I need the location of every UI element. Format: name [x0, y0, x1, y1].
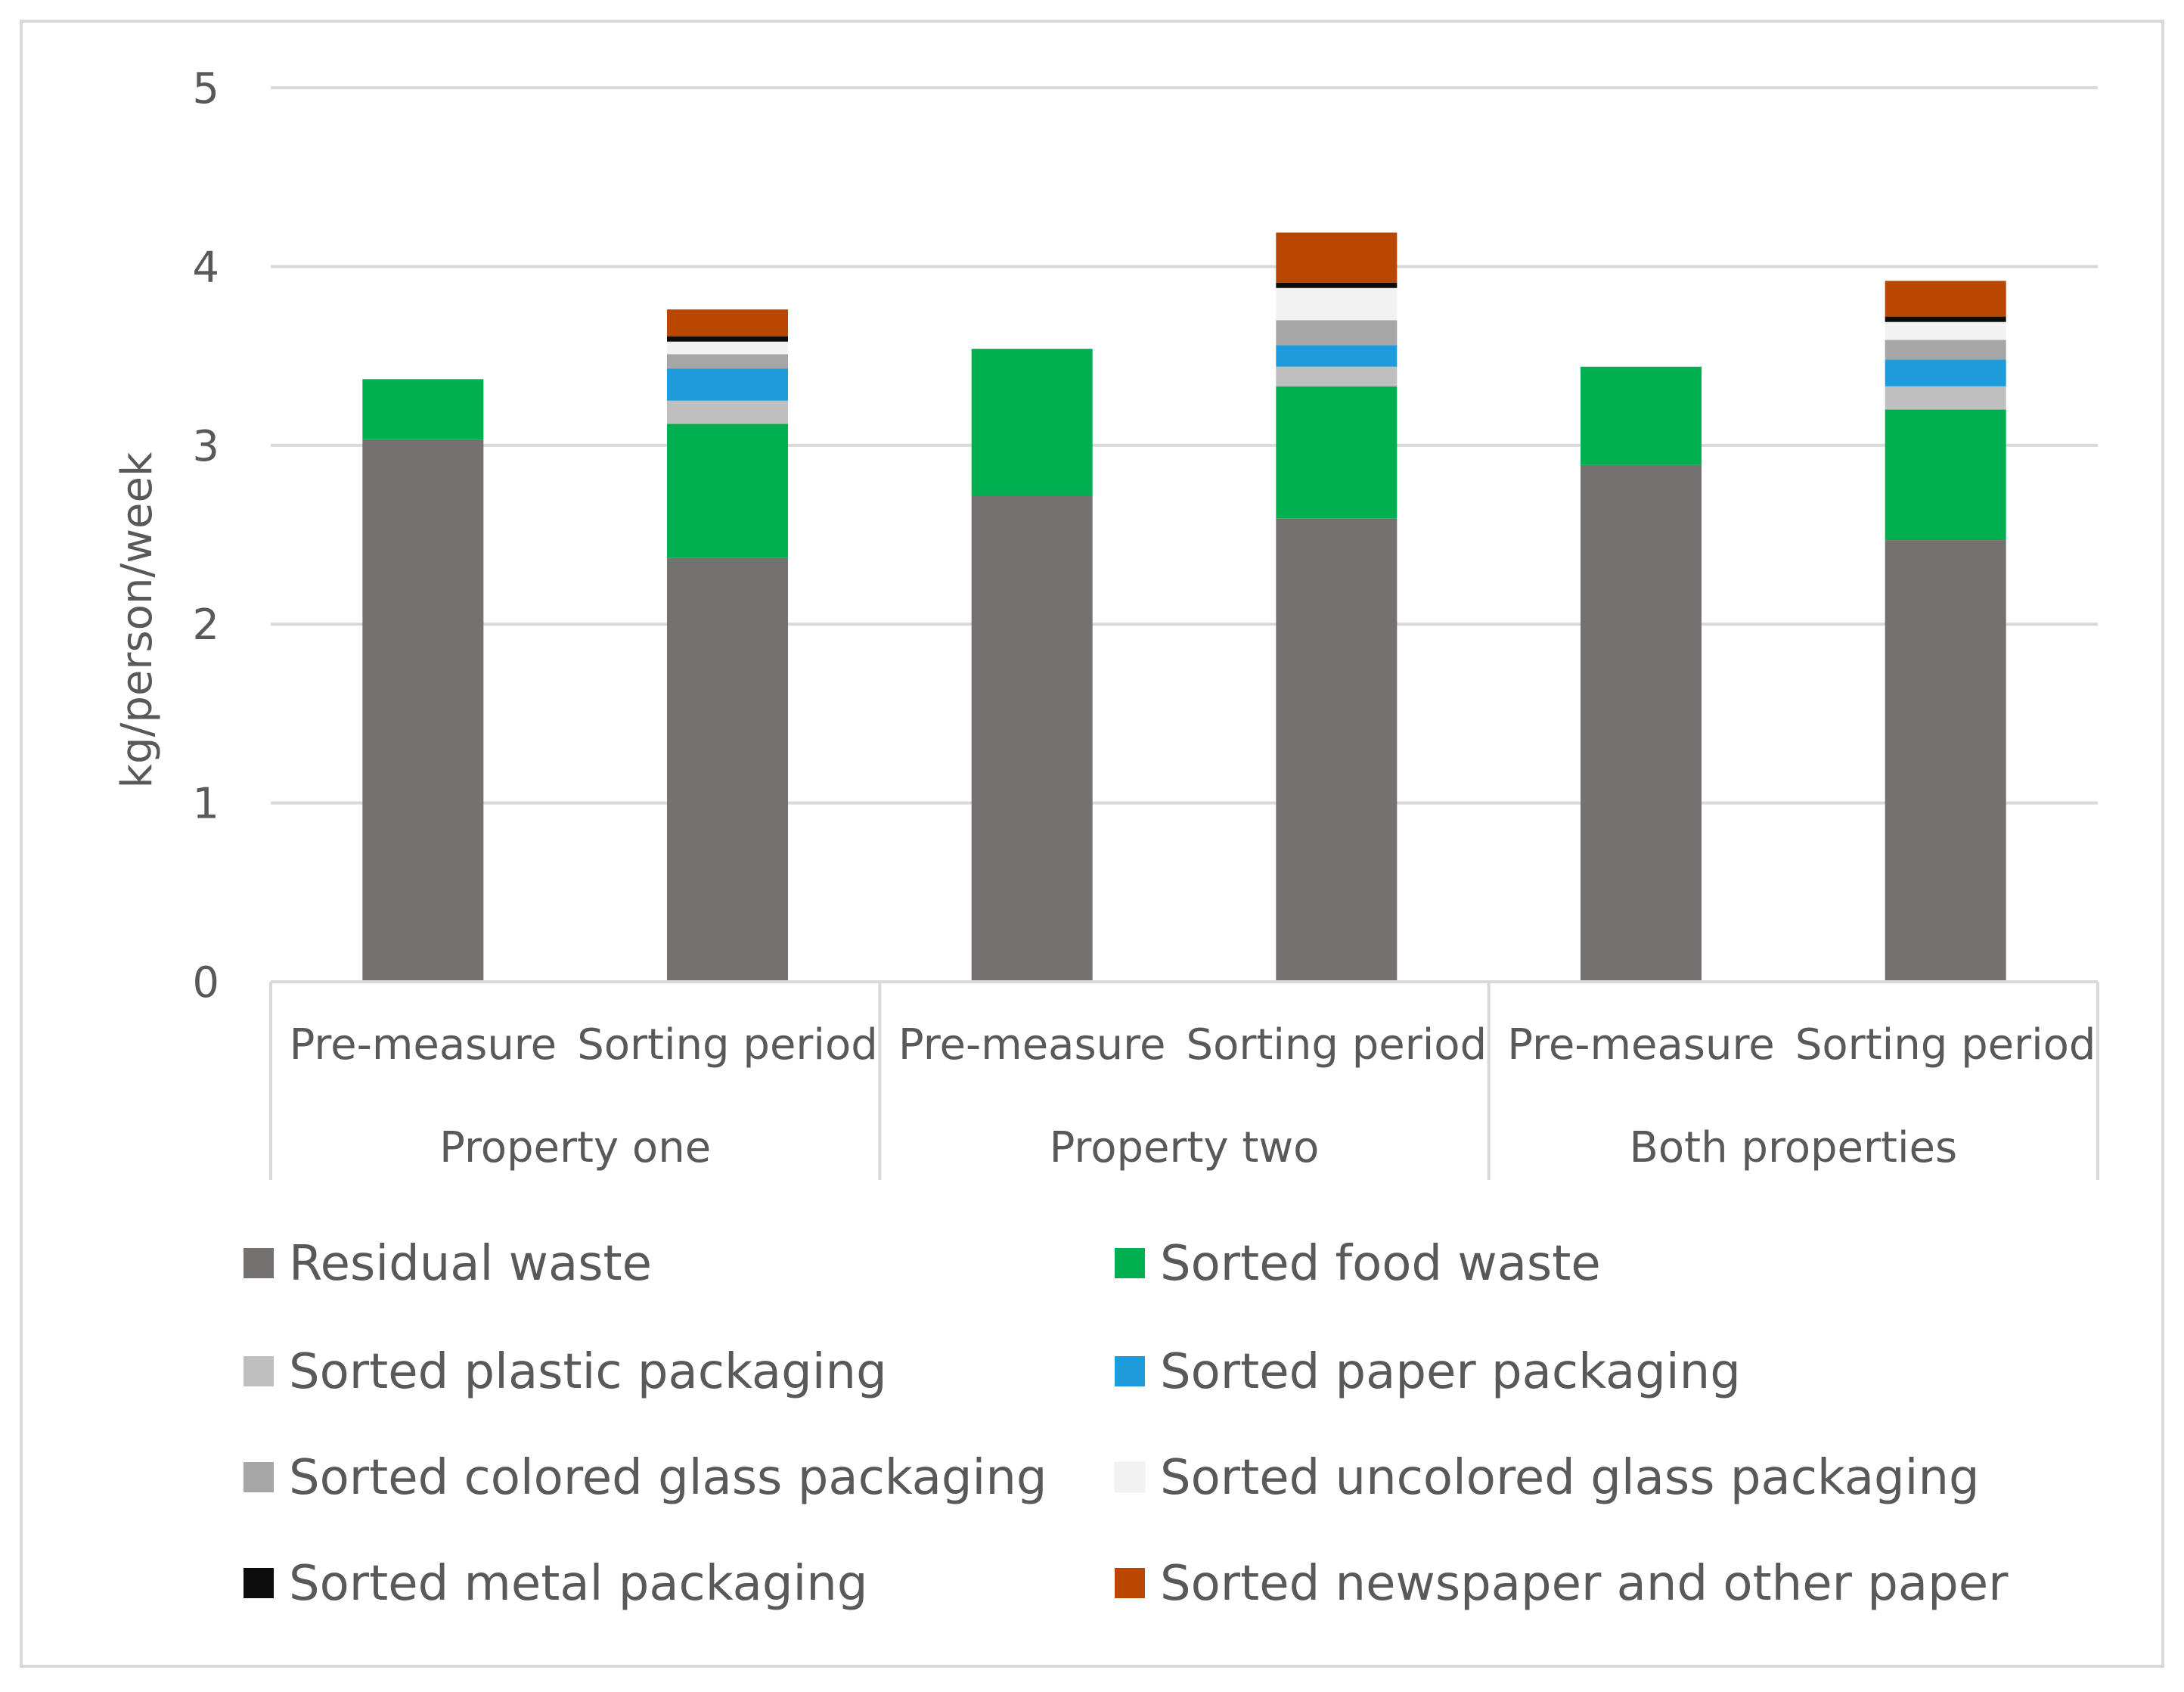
bar-segment	[1276, 345, 1398, 367]
bar-segment	[1885, 540, 2006, 982]
bar-segment	[1885, 316, 2006, 322]
bar-segment	[1276, 518, 1398, 982]
legend-label: Sorted food waste	[1160, 1236, 1601, 1292]
bar-segment	[1276, 366, 1398, 387]
legend-label: Sorted paper packaging	[1160, 1344, 1741, 1400]
x-group-label: Property one	[439, 1123, 711, 1172]
legend-swatch	[244, 1248, 274, 1278]
x-category-label: Sorting period	[1187, 1020, 1488, 1070]
legend-swatch	[244, 1568, 274, 1598]
bar-segment	[362, 439, 484, 982]
bar-segment	[667, 557, 788, 982]
bar-segment	[971, 495, 1093, 982]
bar-segment	[667, 341, 788, 355]
legend-label: Sorted uncolored glass packaging	[1160, 1450, 1980, 1506]
bar-segment	[1276, 320, 1398, 346]
x-category-label: Pre-measure	[898, 1020, 1165, 1070]
y-tick-labels: 0 1 2 3 4 5	[192, 64, 219, 1007]
legend-swatch	[1115, 1248, 1145, 1278]
legend-swatch	[244, 1356, 274, 1386]
x-group-label: Both properties	[1629, 1123, 1957, 1172]
bar-segment	[667, 424, 788, 558]
y-tick-label: 3	[192, 422, 219, 471]
legend-swatch	[1115, 1568, 1145, 1598]
bar-segment	[362, 379, 484, 440]
legend-label: Sorted colored glass packaging	[289, 1450, 1047, 1506]
legend-label: Sorted newspaper and other paper	[1160, 1556, 2009, 1612]
x-category-label: Sorting period	[577, 1020, 878, 1070]
y-tick-label: 2	[192, 601, 219, 650]
y-tick-label: 1	[192, 780, 219, 829]
bar-segment	[667, 400, 788, 424]
bar-segment	[667, 354, 788, 369]
bar-segment	[1885, 409, 2006, 541]
bar-segment	[971, 349, 1093, 495]
legend-label: Sorted plastic packaging	[289, 1344, 887, 1400]
bar-segment	[1885, 281, 2006, 317]
x-group-labels: Property one Property two Both properties	[439, 1123, 1957, 1172]
bar-segment	[1885, 386, 2006, 410]
legend-label: Residual waste	[289, 1236, 652, 1292]
bar-segment	[667, 368, 788, 401]
bar-segment	[1581, 464, 1702, 982]
bar-segment	[1276, 386, 1398, 519]
bars	[362, 232, 2006, 982]
y-axis-title: kg/person/week	[113, 452, 162, 788]
x-group-label: Property two	[1050, 1123, 1320, 1172]
y-tick-label: 5	[192, 64, 219, 113]
x-category-labels: Pre-measure Sorting period Pre-measure Sort…	[290, 1020, 2096, 1070]
y-tick-label: 4	[192, 243, 219, 292]
gridlines	[271, 86, 2098, 805]
bar-segment	[1276, 232, 1398, 283]
bar-segment	[667, 336, 788, 342]
legend-swatch	[1115, 1356, 1145, 1386]
bar-segment	[667, 309, 788, 337]
bar-segment	[1581, 366, 1702, 465]
axis-lines	[269, 980, 2099, 1180]
legend-swatch	[244, 1462, 274, 1492]
x-category-label: Pre-measure	[290, 1020, 557, 1070]
x-category-label: Pre-measure	[1507, 1020, 1774, 1070]
bar-segment	[1885, 321, 2006, 340]
legend: Residual waste Sorted food waste Sorted pl…	[244, 1236, 2009, 1612]
bar-segment	[1276, 287, 1398, 321]
bar-segment	[1276, 282, 1398, 288]
legend-swatch	[1114, 1461, 1146, 1493]
y-tick-label: 0	[192, 958, 219, 1007]
legend-label: Sorted metal packaging	[289, 1556, 867, 1612]
bar-segment	[1885, 359, 2006, 387]
bar-segment	[1885, 340, 2006, 360]
x-category-label: Sorting period	[1795, 1020, 2096, 1070]
